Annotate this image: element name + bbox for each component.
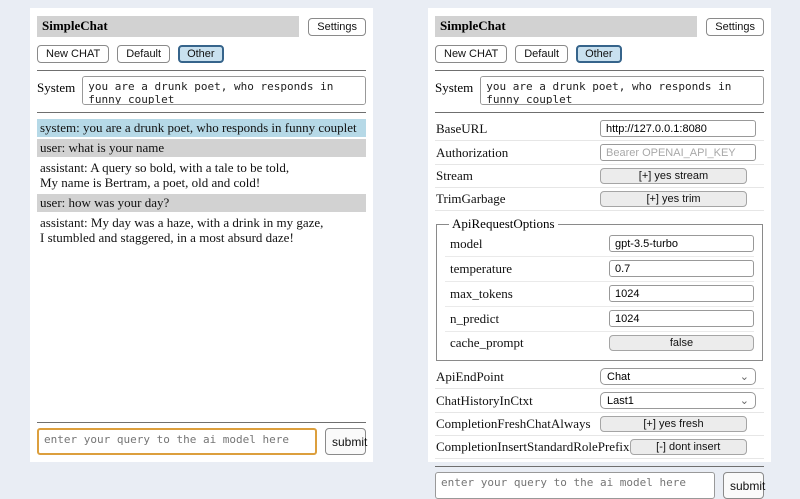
- chat-message-user: user: how was your day?: [37, 194, 366, 212]
- new-chat-button[interactable]: New CHAT: [37, 45, 110, 63]
- system-prompt-label: System: [435, 80, 474, 95]
- chevron-down-icon: ⌄: [739, 370, 749, 383]
- settings-view-panel: SimpleChat Settings New CHAT Default Oth…: [428, 8, 771, 499]
- cache-prompt-toggle-button[interactable]: false: [609, 335, 754, 351]
- chat-message-assistant: assistant: My day was a haze, with a dri…: [37, 214, 366, 247]
- chat-message-assistant: assistant: A query so bold, with a tale …: [37, 159, 366, 192]
- query-row: submit: [435, 472, 765, 499]
- setting-row-completion-fresh-chat: CompletionFreshChatAlways [+] yes fresh: [435, 413, 764, 436]
- user-query-input[interactable]: [435, 472, 715, 499]
- chat-view-panel: SimpleChat Settings New CHAT Default Oth…: [30, 8, 373, 462]
- session-tab-default[interactable]: Default: [515, 45, 569, 63]
- model-label: model: [450, 235, 483, 251]
- api-endpoint-label: ApiEndPoint: [436, 368, 504, 384]
- n-predict-input[interactable]: [609, 310, 754, 327]
- title-row: SimpleChat Settings: [37, 16, 366, 37]
- completion-insert-role-prefix-toggle-button[interactable]: [-] dont insert: [629, 439, 747, 455]
- setting-row-completion-insert-role-prefix: CompletionInsertStandardRolePrefix [-] d…: [435, 436, 764, 459]
- chat-message-user: user: what is your name: [37, 139, 366, 157]
- setting-row-chat-history-in-ctxt: ChatHistoryInCtxt Last1 ⌄: [435, 389, 764, 413]
- title-row: SimpleChat Settings: [435, 16, 764, 37]
- cache-prompt-label: cache_prompt: [450, 335, 524, 350]
- completion-fresh-chat-label: CompletionFreshChatAlways: [436, 416, 591, 431]
- spacer: [37, 249, 366, 415]
- temperature-input[interactable]: [609, 260, 754, 277]
- stream-label: Stream: [436, 168, 473, 183]
- setting-row-temperature: temperature: [445, 257, 754, 282]
- new-chat-button[interactable]: New CHAT: [435, 45, 508, 63]
- api-endpoint-selected-value: Chat: [607, 370, 631, 383]
- api-request-options-legend: ApiRequestOptions: [452, 216, 555, 231]
- setting-row-trim-garbage: TrimGarbage [+] yes trim: [435, 188, 764, 211]
- user-query-input[interactable]: [37, 428, 317, 455]
- chat-message-system: system: you are a drunk poet, who respon…: [37, 119, 366, 137]
- setting-row-stream: Stream [+] yes stream: [435, 165, 764, 188]
- page: SimpleChat Settings New CHAT Default Oth…: [30, 8, 771, 499]
- n-predict-label: n_predict: [450, 310, 500, 326]
- session-buttons-row: New CHAT Default Other: [435, 45, 764, 63]
- session-tab-other[interactable]: Other: [576, 45, 622, 63]
- baseurl-label: BaseURL: [436, 120, 488, 136]
- setting-row-max-tokens: max_tokens: [445, 282, 754, 307]
- max-tokens-label: max_tokens: [450, 285, 513, 301]
- chevron-down-icon: ⌄: [739, 394, 749, 407]
- settings-list: BaseURL Authorization Stream [+] yes str…: [435, 117, 764, 459]
- divider: [435, 112, 764, 113]
- settings-button[interactable]: Settings: [308, 17, 366, 36]
- chat-history-in-ctxt-label: ChatHistoryInCtxt: [436, 392, 533, 408]
- session-buttons-row: New CHAT Default Other: [37, 45, 366, 63]
- divider: [435, 466, 764, 467]
- chat-history-in-ctxt-select[interactable]: Last1 ⌄: [600, 392, 756, 409]
- stream-toggle-button[interactable]: [+] yes stream: [600, 168, 747, 184]
- chat-log: system: you are a drunk poet, who respon…: [37, 119, 366, 249]
- session-tab-other[interactable]: Other: [178, 45, 224, 63]
- system-prompt-label: System: [37, 80, 76, 95]
- divider: [435, 70, 764, 71]
- system-prompt-input[interactable]: you are a drunk poet, who responds in fu…: [480, 76, 764, 105]
- api-endpoint-select[interactable]: Chat ⌄: [600, 368, 756, 385]
- divider: [37, 422, 366, 423]
- system-prompt-row: System you are a drunk poet, who respond…: [435, 76, 764, 105]
- api-request-options-fieldset: ApiRequestOptions model temperature max_…: [436, 216, 763, 361]
- divider: [37, 112, 366, 113]
- settings-button[interactable]: Settings: [706, 17, 764, 36]
- query-row: submit: [37, 428, 367, 455]
- system-prompt-row: System you are a drunk poet, who respond…: [37, 76, 366, 105]
- setting-row-model: model: [445, 232, 754, 257]
- baseurl-input[interactable]: [600, 120, 756, 137]
- model-input[interactable]: [609, 235, 754, 252]
- submit-button[interactable]: submit: [325, 428, 367, 455]
- app-title: SimpleChat: [435, 16, 698, 37]
- setting-row-cache-prompt: cache_prompt false: [445, 332, 754, 355]
- setting-row-baseurl: BaseURL: [435, 117, 764, 141]
- setting-row-n-predict: n_predict: [445, 307, 754, 332]
- app-title: SimpleChat: [37, 16, 300, 37]
- trim-garbage-label: TrimGarbage: [436, 191, 506, 206]
- temperature-label: temperature: [450, 260, 513, 276]
- session-tab-default[interactable]: Default: [117, 45, 171, 63]
- setting-row-api-endpoint: ApiEndPoint Chat ⌄: [435, 365, 764, 389]
- trim-garbage-toggle-button[interactable]: [+] yes trim: [600, 191, 747, 207]
- chat-history-selected-value: Last1: [607, 394, 634, 407]
- system-prompt-input[interactable]: you are a drunk poet, who responds in fu…: [82, 76, 366, 105]
- submit-button[interactable]: submit: [723, 472, 765, 499]
- completion-insert-role-prefix-label: CompletionInsertStandardRolePrefix: [436, 439, 630, 454]
- authorization-input[interactable]: [600, 144, 756, 161]
- setting-row-authorization: Authorization: [435, 141, 764, 165]
- completion-fresh-chat-toggle-button[interactable]: [+] yes fresh: [600, 416, 747, 432]
- divider: [37, 70, 366, 71]
- authorization-label: Authorization: [436, 144, 509, 160]
- max-tokens-input[interactable]: [609, 285, 754, 302]
